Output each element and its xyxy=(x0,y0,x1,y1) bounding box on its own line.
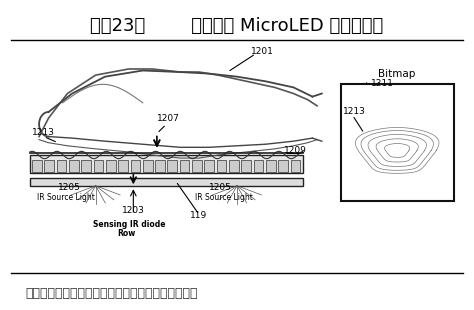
Bar xyxy=(217,160,227,172)
Bar xyxy=(266,160,276,172)
Bar xyxy=(30,155,303,173)
Bar xyxy=(130,160,140,172)
Bar xyxy=(192,160,202,172)
Text: 119: 119 xyxy=(190,211,207,220)
Text: 1211: 1211 xyxy=(371,79,394,88)
Text: IR Source Light: IR Source Light xyxy=(195,193,253,202)
Bar xyxy=(229,160,239,172)
Text: 1205: 1205 xyxy=(209,183,232,192)
Text: 1207: 1207 xyxy=(157,114,180,123)
Text: 1203: 1203 xyxy=(121,206,145,215)
Bar xyxy=(106,160,116,172)
Bar xyxy=(143,160,153,172)
Text: IR Source Light: IR Source Light xyxy=(36,193,95,202)
Text: 1205: 1205 xyxy=(58,183,81,192)
Bar xyxy=(204,160,214,172)
Bar xyxy=(180,160,190,172)
Bar xyxy=(278,160,288,172)
Text: Sensing IR diode: Sensing IR diode xyxy=(93,220,166,229)
Bar xyxy=(155,160,165,172)
Text: Bitmap: Bitmap xyxy=(378,69,416,79)
Bar xyxy=(291,160,301,172)
Bar xyxy=(69,160,79,172)
Bar xyxy=(341,84,454,201)
Bar xyxy=(81,160,91,172)
Bar xyxy=(93,160,103,172)
Text: 资料来源：指纹识别与摄像头模组，方正证券研究所: 资料来源：指纹识别与摄像头模组，方正证券研究所 xyxy=(25,287,198,300)
Text: Row: Row xyxy=(117,229,135,238)
Bar xyxy=(241,160,251,172)
Text: 1213: 1213 xyxy=(343,107,366,116)
Text: 1209: 1209 xyxy=(284,146,307,155)
Bar xyxy=(45,160,54,172)
Text: 1213: 1213 xyxy=(32,128,55,137)
Text: 1201: 1201 xyxy=(251,46,274,55)
Bar xyxy=(254,160,264,172)
Bar xyxy=(32,160,42,172)
Bar xyxy=(167,160,177,172)
Bar xyxy=(30,178,303,186)
Bar xyxy=(57,160,66,172)
Bar xyxy=(118,160,128,172)
Text: 图表23：        苹果基于 MicroLED 的光学指纹: 图表23： 苹果基于 MicroLED 的光学指纹 xyxy=(91,17,383,35)
